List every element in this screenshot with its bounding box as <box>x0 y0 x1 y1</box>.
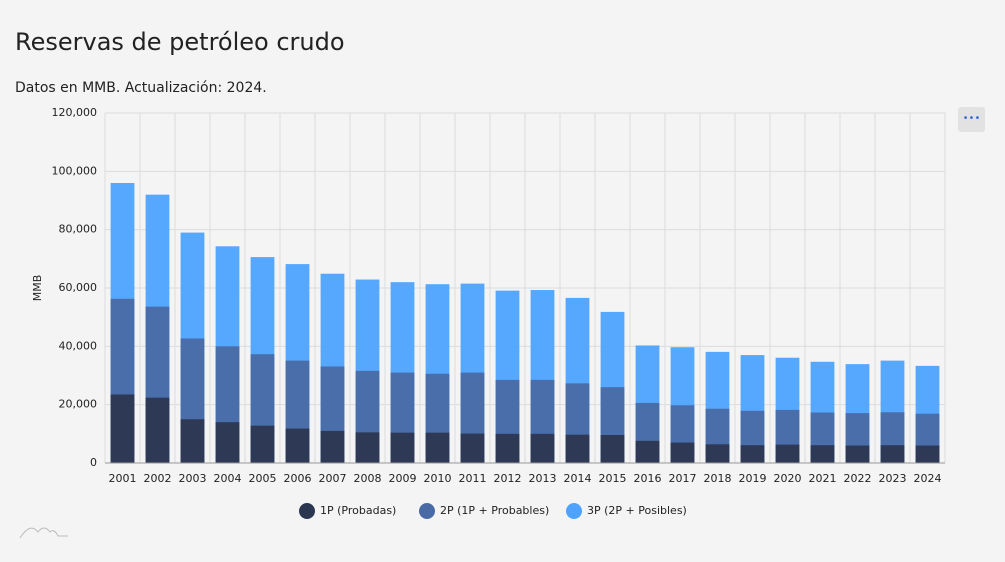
y-tick-label: 100,000 <box>52 164 98 177</box>
x-tick-label: 2022 <box>844 472 872 485</box>
bar <box>110 394 135 463</box>
legend-marker <box>419 503 435 519</box>
chart-title: Reservas de petróleo crudo <box>15 28 345 56</box>
x-tick-label: 2024 <box>914 472 942 485</box>
x-tick-label: 2009 <box>389 472 417 485</box>
legend-label: 3P (2P + Posibles) <box>587 504 687 517</box>
x-tick-label: 2020 <box>774 472 802 485</box>
y-tick-label: 60,000 <box>59 281 98 294</box>
y-tick-label: 40,000 <box>59 339 98 352</box>
x-tick-label: 2007 <box>319 472 347 485</box>
chart-subtitle: Datos en MMB. Actualización: 2024. <box>15 80 267 96</box>
bar <box>635 440 660 463</box>
bar <box>880 445 905 463</box>
x-tick-label: 2006 <box>284 472 312 485</box>
menu-button[interactable] <box>958 107 985 132</box>
bar <box>215 422 240 463</box>
bar <box>285 428 310 463</box>
x-tick-label: 2008 <box>354 472 382 485</box>
x-tick-label: 2021 <box>809 472 837 485</box>
legend-marker <box>299 503 315 519</box>
x-tick-label: 2013 <box>529 472 557 485</box>
menu-icon[interactable]: ••• <box>963 113 981 124</box>
x-tick-label: 2011 <box>459 472 487 485</box>
bar <box>145 397 170 463</box>
x-tick-label: 2012 <box>494 472 522 485</box>
bar <box>740 445 765 463</box>
x-tick-label: 2015 <box>599 472 627 485</box>
x-tick-label: 2010 <box>424 472 452 485</box>
bar <box>600 435 625 463</box>
bar <box>355 432 380 463</box>
bar <box>845 445 870 463</box>
y-tick-label: 20,000 <box>59 398 98 411</box>
bar <box>530 433 555 463</box>
bar <box>705 444 730 463</box>
legend-label: 1P (Probadas) <box>320 504 396 517</box>
bar <box>425 432 450 463</box>
bar <box>460 433 485 463</box>
x-tick-label: 2005 <box>249 472 277 485</box>
bar <box>565 434 590 463</box>
x-tick-label: 2002 <box>144 472 172 485</box>
legend-label: 2P (1P + Probables) <box>440 504 549 517</box>
bar <box>250 425 275 463</box>
x-tick-label: 2004 <box>214 472 242 485</box>
bar <box>775 444 800 463</box>
x-tick-label: 2023 <box>879 472 907 485</box>
bar <box>180 419 205 463</box>
x-tick-label: 2019 <box>739 472 767 485</box>
x-tick-label: 2001 <box>109 472 137 485</box>
x-tick-label: 2003 <box>179 472 207 485</box>
x-tick-label: 2018 <box>704 472 732 485</box>
legend-marker <box>566 503 582 519</box>
x-tick-label: 2016 <box>634 472 662 485</box>
x-tick-label: 2014 <box>564 472 592 485</box>
bar <box>495 433 520 463</box>
y-axis-label: MMB <box>31 275 44 302</box>
x-tick-label: 2017 <box>669 472 697 485</box>
bar <box>670 442 695 463</box>
bar <box>810 445 835 463</box>
y-tick-label: 80,000 <box>59 223 98 236</box>
logo <box>19 527 68 539</box>
bar <box>915 445 940 463</box>
bar <box>390 432 415 463</box>
y-tick-label: 0 <box>90 456 97 469</box>
y-tick-label: 120,000 <box>52 106 98 119</box>
bar <box>320 430 345 463</box>
